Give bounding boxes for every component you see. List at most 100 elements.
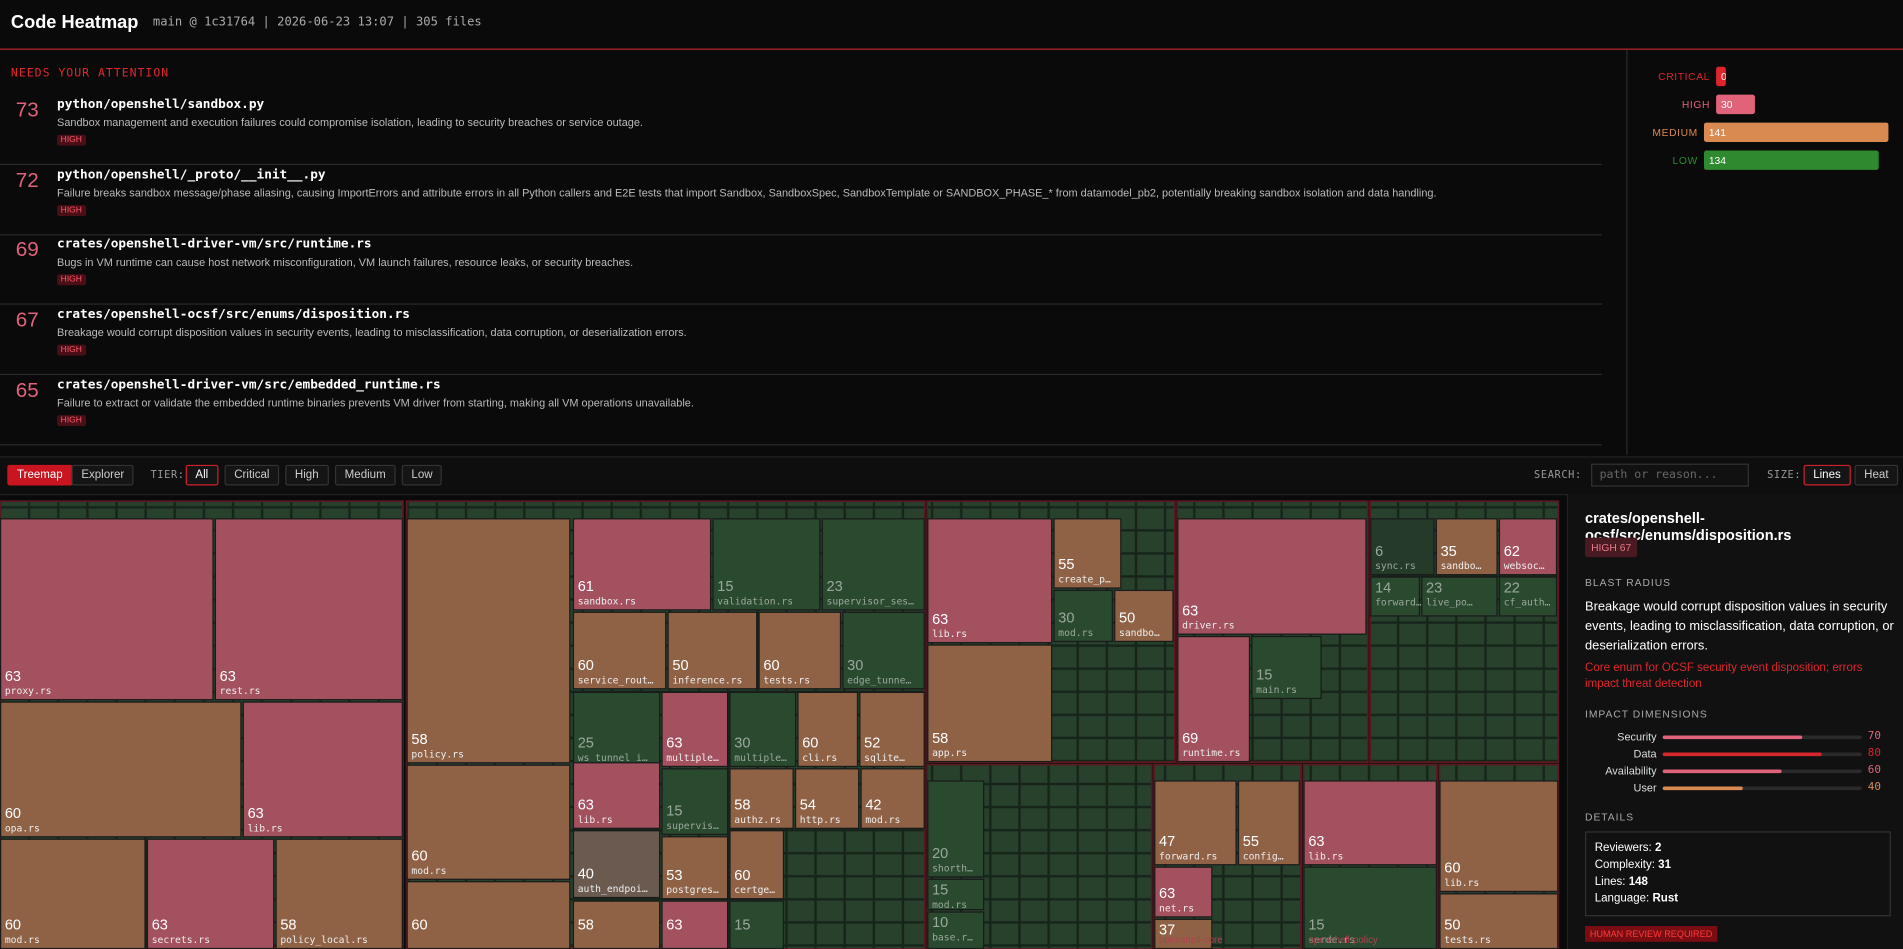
cell-score: 50 (1444, 918, 1460, 934)
cell-name: rest.rs (220, 686, 261, 697)
cell-name: app.rs (932, 748, 967, 759)
treemap-cell (661, 900, 729, 949)
treemap-cell (1303, 780, 1437, 866)
cell-score: 55 (1058, 557, 1074, 573)
cell-score: 63 (1159, 886, 1175, 902)
cell-score: 63 (152, 918, 168, 934)
treemap-cell (1154, 780, 1237, 866)
cell-score: 63 (666, 918, 682, 934)
cell-name: ws_tunnel_i… (578, 753, 648, 764)
attention-item: 69 crates/openshell-driver-vm/src/runtime… (0, 235, 1603, 306)
size-toggle[interactable]: Heat (1854, 464, 1899, 486)
risk-score: 67 (15, 308, 39, 332)
impact-row: User 40 (1568, 782, 1903, 797)
treemap-cell (927, 780, 985, 878)
cell-score: 58 (932, 731, 948, 747)
attention-item: 73 python/openshell/sandbox.py Sandbox man… (0, 95, 1603, 166)
search-input[interactable]: path or reason... (1591, 463, 1749, 487)
cell-name: lib.rs (1308, 851, 1343, 862)
section-heading: DETAILS (1585, 810, 1635, 823)
cell-score: 63 (248, 806, 264, 822)
risk-reason: Failure to extract or validate the embed… (57, 396, 694, 409)
cell-name: http.rs (800, 815, 841, 826)
impact-value: 70 (1867, 730, 1881, 743)
treemap-cell (1498, 576, 1558, 617)
cell-score: 23 (826, 579, 842, 595)
detail-badge: HIGH 67 (1585, 537, 1638, 558)
tier-filter[interactable]: High (285, 464, 329, 486)
cell-name: mod.rs (1058, 628, 1093, 639)
view-toggle[interactable]: Treemap (7, 464, 73, 486)
impact-value: 80 (1867, 747, 1881, 760)
cell-score: 60 (5, 806, 21, 822)
cell-score: 37 (1159, 923, 1175, 939)
detail-panel: crates/openshell-ocsf/src/enums/disposit… (1566, 493, 1903, 949)
cell-score: 20 (932, 846, 948, 862)
attention-panel: NEEDS YOUR ATTENTION 73 python/openshell/… (0, 50, 1626, 455)
tier-count-bar: 141 (1703, 122, 1889, 142)
treemap-cell (1237, 780, 1300, 866)
tier-count-bar: 134 (1703, 150, 1880, 170)
cell-name: opa.rs (5, 823, 40, 834)
cell-name: lib.rs (932, 629, 967, 640)
cell-score: 58 (578, 918, 594, 934)
cell-name: config… (1243, 851, 1284, 862)
detail-label: Language: (1594, 892, 1650, 906)
cell-name: sqlite… (864, 753, 905, 764)
treemap-cell (927, 911, 985, 949)
cell-score: 60 (802, 736, 818, 752)
cell-name: live_po… (1426, 598, 1473, 609)
treemap-cell (729, 768, 794, 829)
cell-name: lib.rs (248, 823, 283, 834)
treemap-cell (1177, 518, 1367, 635)
cell-score: 30 (847, 658, 863, 674)
cell-name: main.rs (1256, 685, 1297, 696)
treemap-cell (214, 518, 403, 701)
impact-track (1662, 786, 1862, 791)
detail-value: 2 (1654, 841, 1662, 855)
detail-note: Core enum for OCSF security event dispos… (1585, 661, 1863, 691)
cell-name: certge… (734, 885, 775, 896)
cell-score: 52 (864, 736, 880, 752)
file-path: python/openshell/_proto/__init__.py (57, 167, 326, 182)
attention-item: 65 crates/openshell-driver-vm/src/embedde… (0, 375, 1603, 446)
treemap-cell (572, 691, 661, 768)
treemap-cell (572, 830, 661, 899)
tier-filter[interactable]: Low (401, 464, 443, 486)
cell-score: 58 (734, 798, 750, 814)
cell-score: 22 (1504, 580, 1520, 596)
tier-filter[interactable]: Critical (224, 464, 280, 486)
treemap-cell (406, 881, 571, 949)
cell-name: cf_auth… (1504, 598, 1551, 609)
treemap-cell (406, 518, 571, 764)
cell-score: 60 (411, 918, 427, 934)
cell-score: 23 (1426, 580, 1442, 596)
review-flag: HUMAN REVIEW REQUIRED (1585, 926, 1718, 942)
tier-count-bar: 0 (1716, 66, 1726, 87)
risk-reason: Sandbox management and execution failure… (57, 116, 643, 129)
treemap-cell (1177, 635, 1251, 763)
size-toggle[interactable]: Lines (1803, 464, 1851, 486)
view-toggle[interactable]: Explorer (71, 464, 134, 486)
cell-name: auth_endpoi… (578, 884, 648, 895)
treemap-cell (1154, 866, 1213, 918)
cell-score: 63 (1308, 834, 1324, 850)
tier-filter[interactable]: Medium (334, 464, 396, 486)
cell-score: 63 (1182, 603, 1198, 619)
tier-row: CRITICAL 0 (1628, 66, 1903, 87)
tier-label: HIGH (1681, 98, 1711, 111)
tier-badge: HIGH (57, 414, 86, 426)
treemap-cell (1053, 518, 1122, 589)
treemap-cell (1370, 576, 1420, 617)
cell-score: 60 (578, 658, 594, 674)
treemap-cell (821, 518, 925, 611)
cell-score: 62 (1504, 544, 1520, 560)
detail-line: Language: Rust (1595, 891, 1881, 908)
treemap-cell (1498, 518, 1558, 576)
cell-name: service_rout… (578, 675, 654, 686)
treemap-cell (661, 691, 729, 768)
cell-score: 47 (1159, 834, 1175, 850)
tier-filter[interactable]: All (185, 464, 218, 486)
treemap-cell (729, 830, 785, 900)
